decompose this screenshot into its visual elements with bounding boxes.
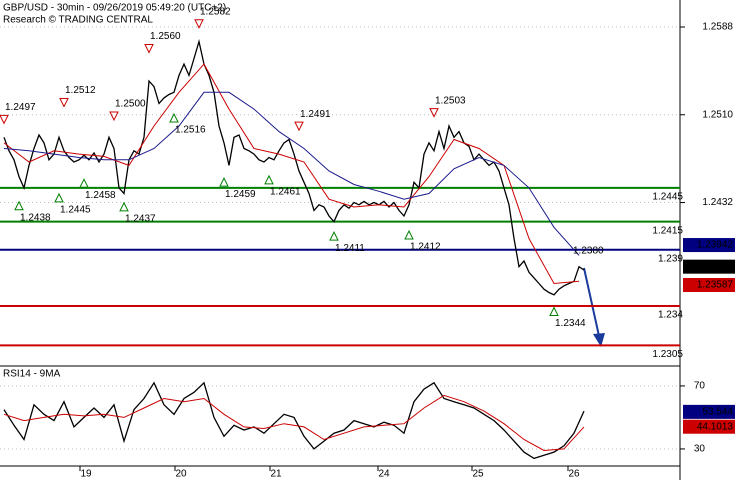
x-tick-label: 20 (175, 469, 187, 480)
price-tag-label: 1.23587 (697, 280, 734, 291)
level-label: 1.2415 (652, 225, 683, 236)
peak-marker (59, 98, 69, 108)
chart-subtitle: Research © TRADING CENTRAL (3, 15, 153, 26)
series-line (3, 394, 585, 452)
annotation-label: 1.2461 (270, 187, 301, 198)
annotation-label: 1.2512 (65, 85, 96, 96)
annotation-label: 1.2582 (200, 6, 231, 17)
price-tag-label: 1.2375 (702, 261, 733, 272)
trough-marker (119, 201, 129, 212)
annotation-label: 1.2497 (5, 102, 36, 113)
price-tag (683, 238, 735, 253)
series-line (3, 91, 580, 256)
trough-marker (54, 192, 64, 203)
price-tag (683, 278, 735, 293)
annotation-label: 1.2491 (300, 109, 331, 120)
annotation-label: 1.2438 (20, 212, 51, 223)
y-tick-label: 70 (694, 381, 706, 392)
trough-marker (329, 231, 339, 241)
level-label: 1.239 (658, 253, 683, 264)
annotation-label: 1.2503 (435, 95, 466, 106)
annotation-label: 1.2445 (60, 205, 91, 216)
annotation-label: 1.2344 (555, 318, 586, 329)
x-tick-label: 25 (472, 469, 484, 480)
forecast-arrow (583, 267, 605, 347)
annotation-label: 1.2437 (125, 214, 156, 225)
y-tick-label: 30 (694, 444, 706, 455)
trough-marker (79, 178, 89, 188)
peak-marker (429, 108, 439, 118)
trough-marker (549, 306, 559, 317)
y-tick-label: 1.2432 (702, 197, 733, 208)
y-tick-label: 1.2588 (702, 22, 733, 33)
level-label: 1.2305 (652, 349, 683, 360)
trough-marker (264, 174, 274, 185)
annotation-label: 1.2411 (335, 243, 365, 254)
annotation-label: 1.2380 (573, 246, 604, 257)
trough-marker (219, 177, 229, 187)
trough-marker (404, 229, 414, 240)
series-line (3, 63, 580, 285)
x-tick-label: 24 (378, 469, 390, 480)
peak-marker (144, 44, 154, 54)
annotation-label: 1.2412 (410, 242, 441, 253)
chart-title: GBP/USD - 30min - 09/26/2019 05:49:20 (U… (3, 3, 226, 14)
x-tick-label: 19 (80, 469, 92, 480)
annotation-label: 1.2560 (150, 31, 181, 42)
annotation-label: 1.2500 (115, 99, 146, 110)
annotation-label: 1.2516 (175, 125, 206, 136)
peak-marker (194, 19, 204, 29)
level-label: 1.234 (658, 310, 683, 321)
annotation-label: 1.2458 (85, 190, 116, 201)
x-tick-label: 21 (270, 469, 282, 480)
peak-marker (0, 114, 9, 125)
price-tag (683, 404, 735, 419)
price-tag-label: 53.544 (702, 407, 733, 418)
price-tag-label: 1.23942 (697, 240, 734, 251)
trough-marker (169, 112, 179, 123)
x-tick-label: 26 (568, 469, 580, 480)
price-tag (683, 419, 735, 434)
peak-marker (294, 121, 304, 132)
annotation-label: 1.2459 (225, 189, 256, 200)
price-tag (683, 259, 735, 274)
trough-marker (14, 200, 24, 211)
y-tick-label: 1.2510 (702, 109, 733, 120)
peak-marker (109, 111, 119, 122)
level-label: 1.2445 (652, 192, 683, 203)
price-tag-label: 44.1013 (697, 421, 734, 432)
panel-title: RSI14 - 9MA (3, 369, 61, 380)
